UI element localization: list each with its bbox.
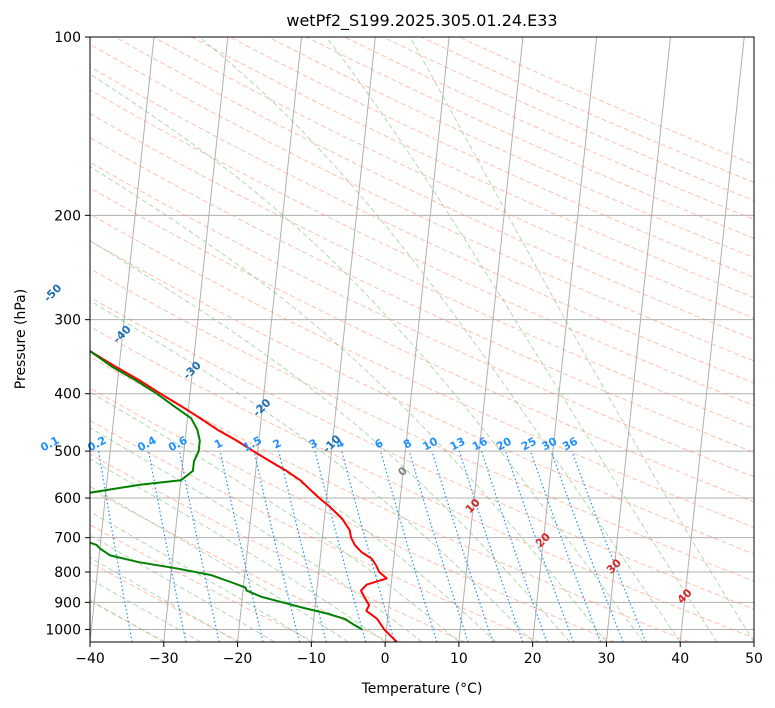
y-tick-label: 700 — [54, 531, 81, 547]
mixing-ratio-line — [148, 450, 187, 642]
moist-adiabat-line — [90, 458, 386, 642]
x-tick-label: −40 — [75, 651, 105, 667]
x-tick-label: 40 — [671, 651, 689, 667]
mixing-ratio-line — [571, 450, 647, 642]
y-tick-label: 600 — [54, 491, 81, 507]
mixing-ratio-line — [278, 450, 327, 642]
mixing-ratio-line — [341, 450, 396, 642]
plot-frame — [89, 36, 755, 643]
moist-adiabat-line — [90, 485, 349, 642]
mixing-ratio-label: 13 — [448, 435, 468, 454]
moist-adiabat-line — [90, 391, 460, 642]
dry-adiabat-line — [90, 488, 391, 642]
x-tick-label: −20 — [223, 651, 253, 667]
dry-adiabat-line — [90, 240, 754, 555]
moist-adiabat-line — [90, 511, 312, 642]
moist-adiabat-line — [409, 37, 754, 642]
mixing-ratio-line — [505, 450, 575, 642]
chart-title: wetPf2_S199.2025.305.01.24.E33 — [286, 11, 557, 31]
isotherm-gridline — [605, 37, 671, 642]
background-lines — [90, 37, 754, 642]
mixing-ratio-line — [219, 450, 264, 642]
dry-adiabat-line — [90, 561, 241, 642]
moist-adiabat-line — [90, 73, 644, 642]
mixing-ratio-line — [314, 450, 367, 642]
moist-adiabat-line — [90, 165, 607, 642]
isotherm-gridline — [679, 37, 745, 642]
x-tick-label: −30 — [149, 651, 179, 667]
mixing-ratio-label: 36 — [560, 435, 580, 454]
mixing-ratio-line — [550, 450, 624, 642]
x-axis: −40 −30 −20 −10 0 10 20 30 40 50 — [75, 642, 763, 667]
y-tick-label: 1000 — [45, 622, 81, 638]
mixing-ratio-line — [529, 450, 602, 642]
dewpoint-profile-line — [90, 349, 363, 631]
dry-adiabat-line — [90, 387, 615, 642]
mixing-ratio-label: 16 — [470, 435, 490, 454]
isotherm-gridline — [163, 37, 229, 642]
moist-adiabat-line — [199, 37, 681, 642]
isotherm-gridline — [384, 37, 450, 642]
mixing-ratio-line — [431, 450, 494, 642]
dry-adiabat-line — [90, 112, 754, 430]
mixing-ratio-line — [380, 450, 438, 642]
mixing-ratio-label: 25 — [519, 435, 539, 454]
dry-adiabat-line — [90, 419, 540, 642]
moist-adiabat-line — [90, 556, 238, 642]
isotherm-gridline — [237, 37, 303, 642]
mixing-ratio-line — [458, 450, 524, 642]
isotherm-gridline — [310, 37, 376, 642]
dry-adiabat-line — [191, 37, 754, 299]
dry-adiabat-line — [90, 137, 754, 454]
y-axis: 1000 900 800 700 600 500 400 300 200 100 — [45, 30, 90, 638]
mixing-ratio-label: 20 — [494, 435, 514, 454]
y-tick-label: 500 — [54, 444, 81, 460]
data-lines — [90, 349, 398, 642]
mixing-ratio-line — [178, 450, 220, 642]
x-tick-label: 30 — [598, 651, 616, 667]
y-tick-label: 300 — [54, 313, 81, 329]
dry-adiabat-line — [90, 296, 754, 610]
x-tick-label: 0 — [381, 651, 390, 667]
temperature-profile-line — [90, 349, 398, 642]
moist-adiabat-line — [90, 300, 534, 642]
moist-adiabat-line — [90, 534, 275, 642]
x-tick-label: 50 — [745, 651, 763, 667]
mixing-ratio-line — [253, 450, 301, 642]
mixing-ratio-label: 30 — [540, 435, 560, 454]
y-tick-label: 400 — [54, 387, 81, 403]
moist-adiabat-line — [325, 37, 718, 642]
isotherm-gridline — [458, 37, 524, 642]
x-tick-label: −10 — [297, 651, 327, 667]
dry-adiabat-line — [90, 161, 754, 478]
moist-adiabat-line — [90, 240, 570, 642]
y-tick-label: 800 — [54, 565, 81, 581]
y-axis-label: Pressure (hPa) — [13, 289, 29, 389]
dry-adiabat-line — [90, 453, 465, 642]
mixing-ratio-line — [480, 450, 548, 642]
isotherm-gridline — [532, 37, 598, 642]
dry-adiabat-line — [90, 326, 754, 639]
x-tick-label: 10 — [450, 651, 468, 667]
mixing-ratio-line — [408, 450, 469, 642]
x-axis-label: Temperature (°C) — [361, 681, 483, 697]
x-tick-label: 20 — [524, 651, 542, 667]
y-tick-label: 900 — [54, 595, 81, 611]
mixing-ratio-label: 10 — [420, 435, 440, 454]
y-tick-label: 100 — [54, 30, 81, 46]
y-tick-label: 200 — [54, 208, 81, 224]
dry-adiabat-line — [90, 187, 754, 503]
